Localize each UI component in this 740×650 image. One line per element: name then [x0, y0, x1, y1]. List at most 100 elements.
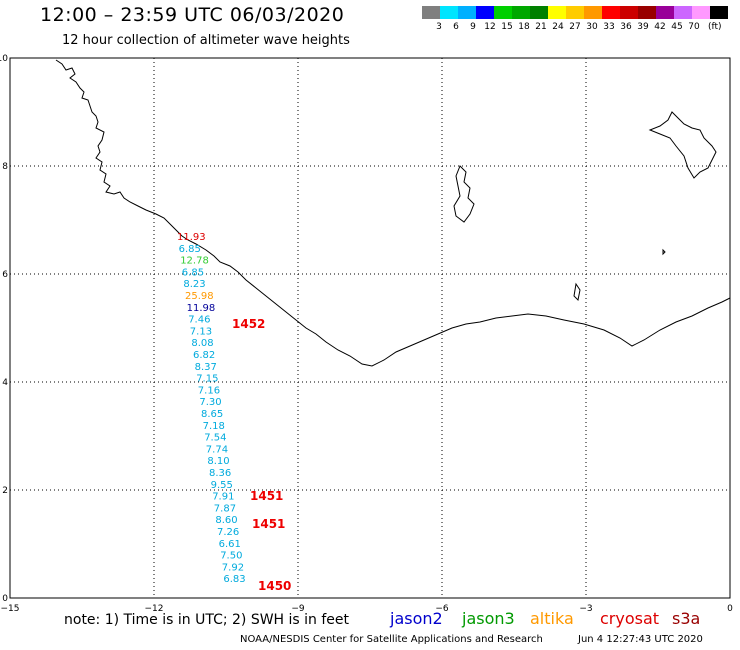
- colorbar-swatch: [566, 6, 584, 19]
- colorbar-swatch: [548, 6, 566, 19]
- colorbar-label: 27: [569, 22, 581, 32]
- colorbar-label: 15: [501, 22, 513, 32]
- colorbar-swatch: [656, 6, 674, 19]
- legend-cryosat: cryosat: [600, 609, 660, 628]
- coastline: [55, 59, 731, 367]
- map-title: 12:00 – 23:59 UTC 06/03/2020: [40, 4, 345, 26]
- pass-time-labels: 1452 1451 1451 1450: [232, 317, 291, 593]
- colorbar-label: 6: [453, 22, 459, 32]
- swh-value: 7.15: [196, 374, 218, 385]
- x-tick-label: −3: [579, 604, 592, 614]
- colorbar-label: 18: [518, 22, 530, 32]
- swh-value: 6.85: [182, 267, 204, 278]
- swh-value: 8.37: [195, 362, 217, 373]
- legend-altika: altika: [530, 609, 574, 628]
- colorbar-swatch: [620, 6, 638, 19]
- swh-value: 6.82: [193, 350, 215, 361]
- x-tick-label: 0: [727, 604, 733, 614]
- island: [453, 165, 475, 223]
- y-tick-label: 0: [2, 594, 8, 604]
- swh-value: 7.87: [214, 503, 236, 514]
- colorbar-label: 21: [535, 22, 547, 32]
- swh-value: 12.78: [180, 256, 209, 267]
- colorbar-label: 45: [671, 22, 683, 32]
- colorbar-swatch: [602, 6, 620, 19]
- swh-value: 8.65: [201, 409, 223, 420]
- swh-value: 11.93: [177, 232, 206, 243]
- swh-value: 7.13: [190, 326, 212, 337]
- colorbar-label: 12: [484, 22, 496, 32]
- map-frame: [9, 57, 731, 599]
- map-subtitle: 12 hour collection of altimeter wave hei…: [62, 33, 350, 48]
- swh-value: 8.23: [183, 279, 205, 290]
- colorbar-label: 36: [620, 22, 632, 32]
- island-small: [573, 282, 581, 302]
- swh-value: 8.10: [207, 456, 229, 467]
- colorbar: [422, 6, 728, 19]
- colorbar-swatch: [638, 6, 656, 19]
- colorbar-label: 39: [637, 22, 649, 32]
- colorbar-swatch: [530, 6, 548, 19]
- swh-value: 11.98: [187, 303, 216, 314]
- colorbar-swatch: [512, 6, 530, 19]
- pass-time: 1451: [252, 517, 285, 531]
- legend-s3a: s3a: [672, 609, 701, 628]
- colorbar-label: 9: [470, 22, 476, 32]
- swh-value: 6.61: [219, 539, 241, 550]
- coastline-upper-right: [648, 111, 717, 179]
- legend-jason3: jason3: [462, 609, 515, 628]
- swh-value: 7.74: [206, 444, 228, 455]
- swh-value: 7.54: [204, 433, 226, 444]
- swh-value: 8.08: [191, 338, 213, 349]
- generated-timestamp: Jun 4 12:27:43 UTC 2020: [578, 634, 703, 645]
- colorbar-swatch: [458, 6, 476, 19]
- swh-value: 8.36: [209, 468, 231, 479]
- pass-time: 1450: [258, 579, 291, 593]
- measurement-labels: 11.936.8512.786.858.2325.9811.987.467.13…: [177, 232, 246, 585]
- swh-value: 7.92: [222, 562, 244, 573]
- grid: [10, 58, 730, 598]
- colorbar-swatch: [422, 6, 440, 19]
- colorbar-labels: 3 6 9 12 15 18 21 24 27 30 33 36 39 42 45 70: [422, 22, 728, 32]
- x-tick-label: −15: [1, 604, 20, 614]
- x-axis-ticks: −15 −12 −9 −6 −3 0: [1, 604, 734, 614]
- islet: [662, 248, 666, 256]
- x-tick-label: −12: [145, 604, 164, 614]
- x-tick-label: −9: [291, 604, 305, 614]
- swh-value: 7.91: [212, 492, 234, 503]
- y-tick-label: 2: [2, 486, 8, 496]
- y-axis-ticks: 0 2 4 6 8 10: [0, 54, 8, 604]
- y-tick-label: 4: [2, 378, 8, 388]
- colorbar-swatch: [692, 6, 710, 19]
- swh-value: 9.55: [211, 480, 233, 491]
- y-tick-label: 10: [0, 54, 8, 64]
- x-tick-label: −6: [435, 604, 449, 614]
- colorbar-swatch: [494, 6, 512, 19]
- legend-jason2: jason2: [390, 609, 443, 628]
- footnote: note: 1) Time is in UTC; 2) SWH is in fe…: [64, 612, 350, 628]
- colorbar-label: 70: [688, 22, 700, 32]
- colorbar-label: 3: [436, 22, 442, 32]
- colorbar-unit: (ft): [708, 22, 722, 32]
- swh-value: 6.85: [179, 244, 201, 255]
- agency-credit: NOAA/NESDIS Center for Satellite Applica…: [240, 634, 543, 645]
- swh-value: 7.50: [220, 551, 242, 562]
- colorbar-label: 42: [654, 22, 666, 32]
- colorbar-swatch: [584, 6, 602, 19]
- pass-time: 1451: [250, 489, 283, 503]
- swh-value: 25.98: [185, 291, 214, 302]
- swh-value: 7.26: [217, 527, 239, 538]
- swh-value: 7.30: [199, 397, 221, 408]
- pass-time: 1452: [232, 317, 265, 331]
- swh-value: 7.46: [188, 315, 210, 326]
- swh-value: 6.83: [223, 574, 245, 585]
- colorbar-swatch: [440, 6, 458, 19]
- colorbar-label: 30: [586, 22, 598, 32]
- swh-value: 7.16: [198, 385, 220, 396]
- swh-value: 8.60: [215, 515, 237, 526]
- colorbar-label: 24: [552, 22, 564, 32]
- swh-value: 7.18: [203, 421, 225, 432]
- y-tick-label: 6: [2, 270, 8, 280]
